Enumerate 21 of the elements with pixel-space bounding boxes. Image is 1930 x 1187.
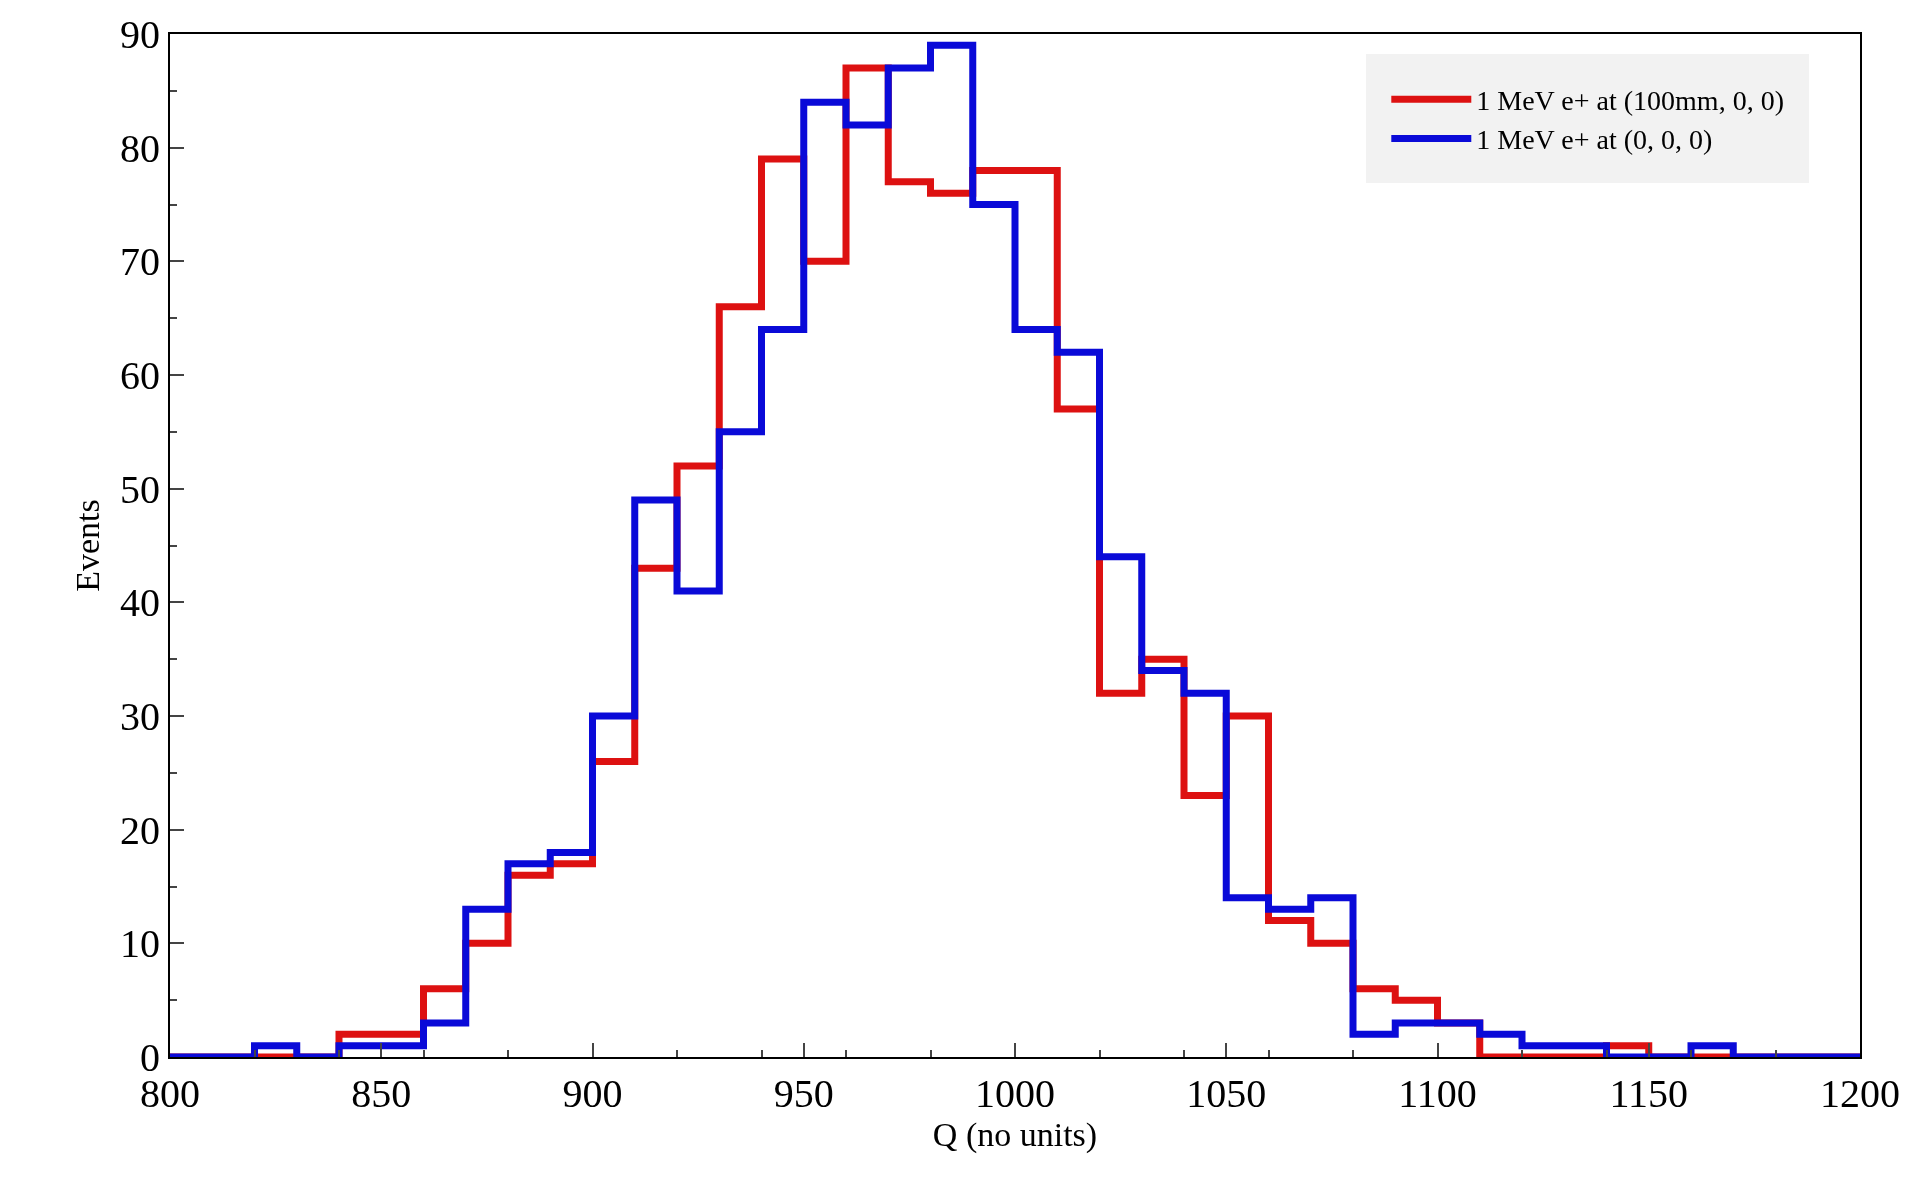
- y-tick-label: 90: [120, 12, 160, 57]
- x-tick-label: 950: [773, 1071, 834, 1116]
- y-tick-label: 30: [120, 694, 160, 739]
- y-tick-label: 70: [120, 239, 160, 285]
- legend-label: 1 MeV e+ at (0, 0, 0): [1476, 124, 1713, 156]
- x-tick-label: 1100: [1398, 1071, 1477, 1116]
- x-tick-label: 1200: [1820, 1071, 1900, 1116]
- y-tick-label: 80: [120, 125, 160, 171]
- x-tick-label: 850: [351, 1071, 412, 1116]
- x-tick-label: 1000: [975, 1071, 1055, 1116]
- x-tick-label: 1150: [1609, 1071, 1689, 1116]
- y-tick-label: 40: [120, 580, 160, 626]
- x-tick-label: 900: [562, 1071, 623, 1116]
- x-tick-label: 1050: [1186, 1071, 1267, 1116]
- y-tick-label: 20: [120, 807, 160, 853]
- y-tick-label: 10: [120, 921, 160, 967]
- legend-label: 1 MeV e+ at (100mm, 0, 0): [1476, 85, 1784, 117]
- x-axis-title: Q (no units): [932, 1116, 1098, 1154]
- y-axis-title: Events: [69, 499, 107, 592]
- y-tick-label: 50: [120, 466, 160, 512]
- y-tick-label: 60: [120, 353, 160, 398]
